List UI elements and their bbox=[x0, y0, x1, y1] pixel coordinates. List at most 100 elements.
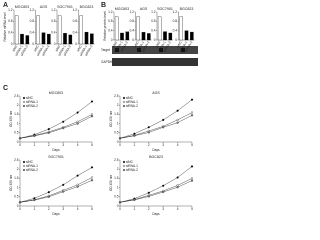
western-blot bbox=[112, 46, 198, 66]
x-tick-label: 3 bbox=[162, 207, 164, 211]
y-tick-label: 2 bbox=[17, 167, 19, 171]
legend-label: siRNA-1 bbox=[26, 100, 38, 104]
data-point bbox=[162, 118, 165, 121]
y-tick-label: 0 bbox=[154, 38, 156, 42]
x-tick-label: 2 bbox=[48, 207, 50, 211]
bar bbox=[114, 16, 119, 41]
y-tick-label: 0.8 bbox=[30, 19, 35, 23]
y-tick-label: 0.5 bbox=[114, 195, 119, 199]
y-tick-label: 0 bbox=[17, 204, 19, 208]
bar bbox=[36, 15, 40, 45]
y-tick-label: 2 bbox=[117, 167, 119, 171]
y-tick-label: 0 bbox=[32, 42, 34, 46]
data-point bbox=[47, 191, 50, 194]
y-tick-label: 0.4 bbox=[130, 29, 135, 33]
x-tick-label: 3 bbox=[62, 143, 64, 147]
y-tick-label: 1.5 bbox=[114, 176, 119, 180]
y-tick-label: 0.8 bbox=[51, 19, 56, 23]
x-tick-label: siNC bbox=[133, 40, 140, 49]
x-axis-label: Days bbox=[152, 212, 160, 216]
series-line bbox=[119, 99, 193, 139]
data-point bbox=[90, 176, 94, 179]
legend-label: siRNA-1 bbox=[26, 164, 38, 168]
y-tick-label: 2.5 bbox=[114, 94, 119, 98]
series-line bbox=[119, 178, 193, 203]
y-tick-label: 0.8 bbox=[108, 19, 113, 23]
data-point bbox=[76, 120, 79, 123]
data-point bbox=[162, 190, 165, 194]
bar bbox=[14, 15, 19, 45]
x-tick-label: siRNA-2 bbox=[163, 40, 173, 52]
x-tick-label: siRNA-1 bbox=[114, 40, 124, 52]
series-line bbox=[119, 115, 193, 139]
legend-label: siNC bbox=[26, 160, 34, 164]
data-point bbox=[147, 131, 150, 134]
x-tick-label: 5 bbox=[91, 207, 93, 211]
x-tick-label: siRNA-1 bbox=[14, 44, 24, 56]
data-point bbox=[90, 179, 94, 182]
data-point bbox=[90, 166, 94, 169]
x-tick-label: 4 bbox=[177, 207, 179, 211]
legend-label: siNC bbox=[26, 96, 34, 100]
y-tick-label: 2.5 bbox=[14, 94, 19, 98]
x-tick-label: 2 bbox=[148, 143, 150, 147]
x-tick-label: siRNA-1 bbox=[57, 44, 67, 56]
bar bbox=[90, 33, 94, 45]
y-tick-label: 0.8 bbox=[130, 19, 135, 23]
legend-label: siRNA-2 bbox=[126, 104, 138, 108]
y-tick-label: 2.5 bbox=[114, 158, 119, 162]
data-point bbox=[33, 199, 36, 202]
legend-marker bbox=[22, 164, 26, 168]
blot-band bbox=[112, 58, 198, 66]
data-point bbox=[118, 137, 122, 140]
bar bbox=[120, 32, 124, 41]
y-tick-label: 1.2 bbox=[51, 8, 56, 12]
x-tick-label: 1 bbox=[134, 143, 136, 147]
data-point bbox=[133, 198, 136, 201]
legend-label: siRNA-1 bbox=[126, 100, 138, 104]
data-point bbox=[176, 118, 179, 121]
data-point bbox=[62, 190, 65, 193]
x-tick-label: 4 bbox=[77, 207, 79, 211]
y-tick-label: 0.4 bbox=[73, 31, 78, 35]
x-tick-label: 2 bbox=[48, 143, 50, 147]
y-tick-label: 1.5 bbox=[14, 112, 19, 116]
data-point bbox=[147, 195, 150, 198]
chart-title: MGC803 bbox=[115, 7, 129, 11]
y-tick-label: 0.5 bbox=[14, 195, 19, 199]
series-line bbox=[119, 112, 193, 139]
x-tick-label: siRNA-1 bbox=[79, 44, 89, 56]
y-tick-label: 0.4 bbox=[51, 31, 56, 35]
bar bbox=[63, 33, 67, 45]
data-point bbox=[47, 195, 50, 198]
data-point bbox=[47, 131, 50, 134]
y-axis-label: Relative mRNA level bbox=[3, 12, 7, 41]
data-point bbox=[90, 100, 94, 103]
blot-band bbox=[159, 48, 163, 52]
x-tick-label: siNC bbox=[54, 44, 61, 53]
x-tick-label: 2 bbox=[148, 207, 150, 211]
legend-marker bbox=[22, 168, 26, 172]
chart-title: BGC823 bbox=[149, 155, 163, 159]
y-tick-label: 0.5 bbox=[114, 131, 119, 135]
x-tick-label: siNC bbox=[33, 44, 40, 53]
data-point bbox=[176, 184, 179, 187]
bar bbox=[25, 35, 30, 45]
data-point bbox=[133, 134, 136, 137]
x-tick-label: 1 bbox=[134, 207, 136, 211]
series-line bbox=[19, 114, 93, 139]
data-point bbox=[76, 185, 79, 188]
y-tick-label: 1.2 bbox=[30, 8, 35, 12]
series-line bbox=[19, 177, 93, 203]
bar bbox=[41, 32, 46, 45]
x-tick-label: 4 bbox=[77, 143, 79, 147]
bar bbox=[20, 33, 24, 45]
bar bbox=[79, 15, 83, 45]
y-axis-label: OD 450 nm bbox=[109, 111, 113, 128]
figure: A B C Target GAPDH MGC80300.40.81.2Relat… bbox=[3, 2, 198, 216]
bar bbox=[47, 33, 51, 45]
chart-title: BGC823 bbox=[80, 5, 94, 9]
y-tick-label: 1.2 bbox=[151, 10, 156, 14]
y-tick-label: 2 bbox=[117, 103, 119, 107]
series-line bbox=[119, 166, 193, 203]
